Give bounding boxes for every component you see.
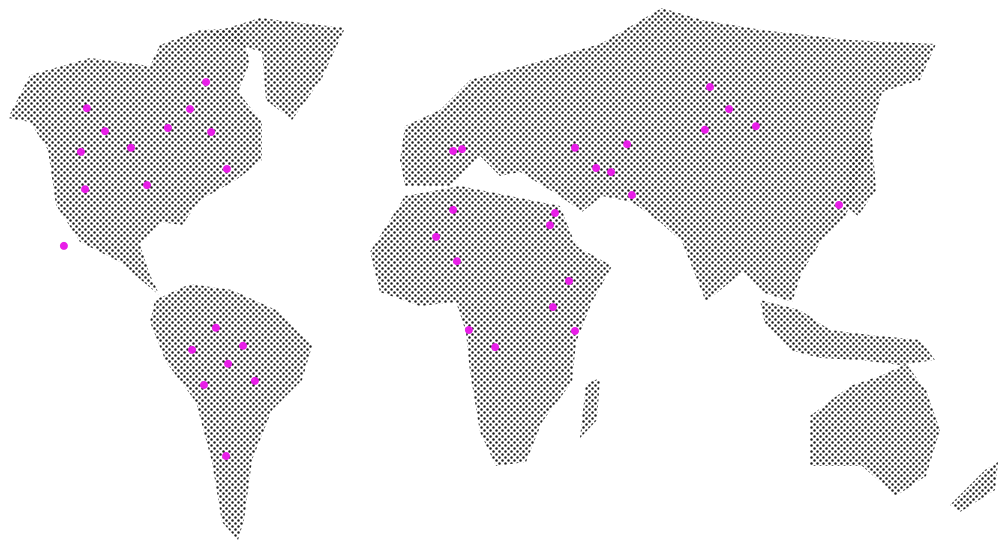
location-marker (188, 345, 197, 354)
location-marker (570, 326, 579, 335)
location-marker (565, 277, 574, 285)
location-marker (592, 164, 601, 173)
location-marker (207, 128, 216, 137)
location-marker (452, 257, 461, 266)
eurasia (400, 8, 936, 302)
location-marker (211, 323, 220, 332)
location-marker (222, 452, 231, 461)
north-america (8, 28, 262, 296)
location-marker (458, 145, 467, 154)
location-marker (239, 341, 248, 350)
location-marker (250, 376, 259, 385)
location-marker (202, 78, 211, 87)
location-marker (432, 232, 441, 241)
location-marker (835, 200, 844, 209)
location-marker (449, 146, 458, 155)
location-marker (548, 303, 557, 312)
location-marker (700, 125, 709, 134)
land (8, 8, 998, 540)
location-marker (101, 127, 110, 136)
australia (810, 364, 940, 496)
japan (846, 138, 876, 216)
location-marker (185, 105, 194, 114)
location-marker (623, 140, 632, 149)
new-zealand (950, 462, 998, 512)
location-marker (464, 326, 473, 335)
southeast-asia-islands (760, 300, 935, 365)
location-marker (163, 124, 172, 132)
location-marker (199, 380, 208, 389)
greenland (205, 18, 345, 120)
south-america (150, 284, 312, 540)
location-marker (725, 105, 734, 114)
location-marker (126, 143, 135, 152)
location-marker (705, 83, 714, 92)
location-marker (570, 143, 579, 152)
location-marker (222, 164, 231, 173)
location-marker (491, 343, 500, 352)
location-marker (59, 241, 68, 250)
location-marker (143, 181, 152, 190)
location-marker (76, 147, 85, 156)
location-marker (81, 185, 90, 194)
africa (370, 186, 612, 466)
location-marker (627, 191, 636, 200)
marker-layer (59, 78, 844, 461)
location-marker (751, 122, 760, 131)
madagascar (580, 378, 600, 438)
location-marker (545, 221, 554, 230)
location-marker (82, 104, 91, 113)
location-marker (224, 359, 233, 368)
location-marker (449, 205, 458, 214)
location-marker (551, 209, 560, 218)
location-marker (607, 168, 616, 177)
